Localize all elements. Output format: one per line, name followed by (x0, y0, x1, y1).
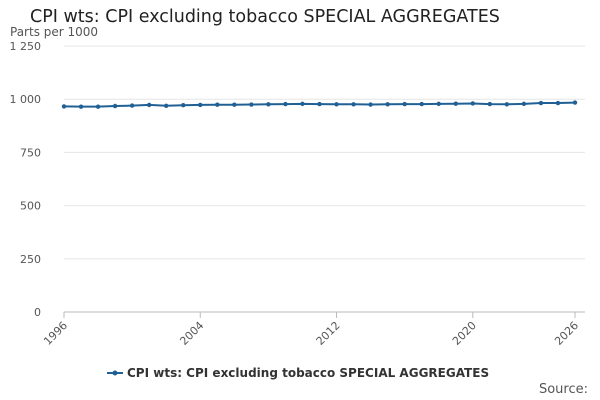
data-point (521, 101, 527, 107)
y-tick-label: 250 (20, 253, 41, 266)
data-point (198, 102, 203, 108)
legend-swatch-marker (112, 370, 118, 376)
data-point (572, 100, 578, 105)
legend-label: CPI wts: CPI excluding tobacco SPECIAL A… (127, 366, 489, 380)
plot-area (61, 100, 578, 109)
source-label: Source: (538, 382, 588, 397)
data-point (385, 102, 390, 107)
data-point (78, 104, 84, 109)
data-point (266, 102, 271, 107)
chart-title: CPI wts: CPI excluding tobacco SPECIAL A… (30, 7, 500, 27)
legend: CPI wts: CPI excluding tobacco SPECIAL A… (107, 366, 489, 380)
gridlines (64, 45, 585, 260)
x-tick-label: 2012 (314, 319, 343, 348)
data-point (249, 102, 254, 107)
data-point (419, 101, 424, 107)
data-point (283, 101, 288, 107)
data-point (164, 103, 169, 108)
x-axis: 1996 2004 2012 2020 2026 (41, 311, 585, 348)
y-axis-unit-label: Parts per 1000 (10, 25, 99, 39)
data-point (129, 103, 135, 108)
data-point (470, 101, 475, 106)
x-tick-label: 2004 (177, 319, 206, 348)
data-point (215, 102, 220, 107)
data-point (112, 103, 118, 109)
data-point (232, 102, 237, 107)
x-tick-label: 1996 (41, 319, 70, 348)
x-tick-label: 2020 (450, 319, 479, 348)
data-point (504, 102, 510, 107)
data-point (300, 101, 305, 107)
data-point (146, 102, 152, 108)
y-tick-label: 750 (20, 146, 41, 159)
data-point (95, 104, 101, 109)
x-tick-label: 2026 (552, 319, 581, 348)
data-point (555, 100, 561, 106)
data-point (402, 101, 407, 107)
y-tick-label: 0 (34, 306, 41, 319)
data-point (436, 101, 441, 107)
data-point (487, 101, 493, 107)
data-point (61, 104, 67, 109)
y-axis-ticks: 0 250 500 750 1 000 1 250 (10, 40, 42, 319)
data-point (453, 101, 458, 106)
data-point (317, 101, 322, 107)
data-point (368, 102, 373, 107)
y-tick-label: 1 000 (10, 93, 42, 106)
y-tick-label: 500 (20, 200, 41, 213)
y-tick-label: 1 250 (10, 40, 42, 53)
data-point (351, 102, 356, 107)
data-point (181, 102, 186, 108)
data-point (538, 100, 544, 106)
data-point (334, 102, 339, 107)
